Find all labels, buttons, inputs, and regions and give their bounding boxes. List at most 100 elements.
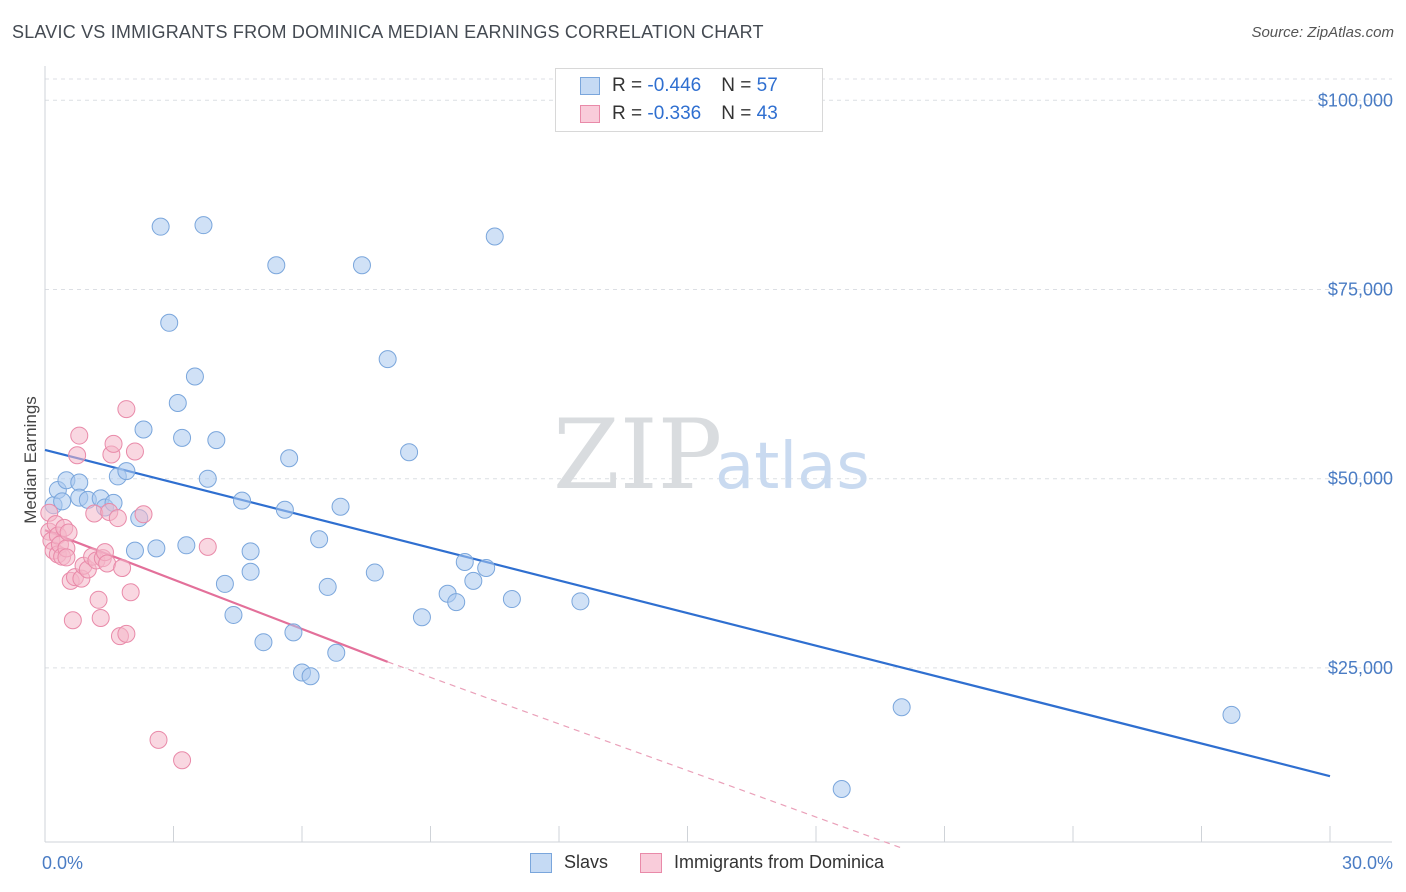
- y-tick-label: $75,000: [1328, 279, 1393, 299]
- point-slavs: [160, 313, 179, 332]
- point-slavs: [275, 500, 294, 519]
- point-dominica: [149, 730, 168, 749]
- point-slavs: [233, 491, 252, 510]
- point-dominica: [85, 504, 104, 523]
- point-dominica: [68, 446, 87, 465]
- point-slavs: [241, 542, 260, 561]
- point-slavs: [280, 449, 299, 468]
- point-dominica: [70, 426, 89, 445]
- point-slavs: [173, 428, 192, 447]
- series-swatch-slavs: [530, 852, 552, 873]
- point-slavs: [892, 698, 911, 717]
- y-tick-label: $25,000: [1328, 658, 1393, 678]
- point-slavs: [177, 536, 196, 555]
- point-slavs: [151, 217, 170, 236]
- point-slavs: [447, 593, 466, 612]
- point-slavs: [1222, 705, 1241, 724]
- point-slavs: [352, 256, 371, 275]
- point-slavs: [134, 420, 153, 439]
- y-tick-label: $50,000: [1328, 469, 1393, 489]
- legend-n-label: N =: [721, 75, 757, 96]
- series-swatch-dominica: [640, 852, 662, 873]
- point-slavs: [168, 394, 187, 413]
- legend-n-value: 57: [756, 75, 778, 96]
- point-slavs: [70, 473, 89, 492]
- watermark-atlas: atlas: [715, 430, 870, 504]
- series-legend-slavs: Slavs: [530, 852, 608, 873]
- series-label-slavs: Slavs: [564, 852, 609, 872]
- point-dominica: [108, 509, 127, 528]
- watermark: ZIP atlas: [553, 399, 870, 511]
- point-slavs: [477, 559, 496, 578]
- legend-r-value: -0.336: [647, 103, 702, 124]
- point-slavs: [502, 590, 521, 609]
- stats-legend-row-dominica: R = -0.336 N = 43: [580, 100, 778, 128]
- point-slavs: [400, 443, 419, 462]
- point-slavs: [125, 541, 144, 560]
- data-points: [40, 216, 1241, 799]
- point-slavs: [832, 780, 851, 799]
- point-slavs: [412, 608, 431, 627]
- chart-title: SLAVIC VS IMMIGRANTS FROM DOMINICA MEDIA…: [12, 22, 764, 42]
- legend-r-label: R =: [612, 75, 648, 96]
- point-slavs: [318, 577, 337, 596]
- point-slavs: [455, 552, 474, 571]
- point-slavs: [310, 530, 329, 549]
- point-dominica: [121, 583, 140, 602]
- point-slavs: [224, 605, 243, 624]
- point-slavs: [331, 497, 350, 516]
- stats-legend-row-slavs: R = -0.446 N = 57: [580, 72, 778, 100]
- point-slavs: [147, 539, 166, 558]
- legend-n-label: N =: [721, 103, 757, 124]
- point-dominica: [91, 608, 110, 627]
- x-tick-label-min: 0.0%: [42, 853, 83, 873]
- point-slavs: [207, 431, 226, 450]
- point-slavs: [117, 462, 136, 481]
- point-slavs: [53, 492, 72, 511]
- legend-swatch-slavs: [580, 77, 600, 95]
- watermark-zip: ZIP: [553, 399, 722, 511]
- legend-r-value: -0.446: [647, 75, 702, 96]
- point-slavs: [284, 623, 303, 642]
- legend-n-value: 43: [756, 103, 778, 124]
- series-legend: Slavs Immigrants from Dominica: [0, 852, 1406, 876]
- point-slavs: [327, 643, 346, 662]
- point-dominica: [134, 505, 153, 524]
- point-slavs: [378, 350, 397, 369]
- point-dominica: [59, 523, 78, 542]
- point-slavs: [194, 216, 213, 235]
- point-slavs: [185, 367, 204, 386]
- y-tick-label: $100,000: [1318, 90, 1393, 110]
- point-dominica: [63, 611, 82, 630]
- point-dominica: [173, 751, 192, 770]
- point-slavs: [241, 562, 260, 581]
- trend-line-slavs: [44, 448, 1331, 778]
- point-slavs: [571, 592, 590, 611]
- point-dominica: [117, 400, 136, 419]
- point-dominica: [98, 554, 117, 573]
- point-dominica: [198, 537, 217, 556]
- point-dominica: [113, 559, 132, 578]
- point-dominica: [89, 590, 108, 609]
- point-slavs: [215, 574, 234, 593]
- point-dominica: [125, 442, 144, 461]
- point-slavs: [254, 633, 273, 652]
- legend-swatch-dominica: [580, 105, 600, 123]
- point-slavs: [464, 571, 483, 590]
- point-dominica: [117, 624, 136, 643]
- series-legend-dominica: Immigrants from Dominica: [640, 852, 884, 873]
- point-slavs: [365, 563, 384, 582]
- y-axis-label: Median Earnings: [21, 396, 40, 524]
- point-dominica: [104, 434, 123, 453]
- tick-labels: $25,000 $50,000 $75,000 $100,000 0.0% 30.0%: [42, 90, 1393, 873]
- point-slavs: [485, 227, 504, 246]
- series-label-dominica: Immigrants from Dominica: [674, 852, 885, 872]
- axes: [44, 66, 1392, 843]
- point-slavs: [267, 256, 286, 275]
- chart-source: Source: ZipAtlas.com: [1251, 24, 1394, 41]
- point-slavs: [301, 667, 320, 686]
- x-tick-label-max: 30.0%: [1342, 853, 1393, 873]
- point-dominica: [57, 548, 76, 567]
- legend-r-label: R =: [612, 103, 648, 124]
